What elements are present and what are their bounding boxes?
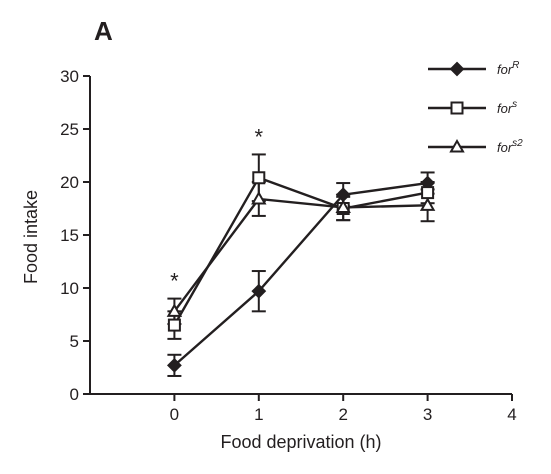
- x-axis-label: Food deprivation (h): [220, 432, 381, 452]
- series-line-triangle: [173, 197, 428, 313]
- x-tick-label: 2: [338, 405, 347, 424]
- legend-label-text: for: [497, 62, 513, 77]
- legend-label-text: for: [497, 140, 513, 155]
- y-tick-label: 30: [60, 67, 79, 86]
- data-point-triangle: [251, 190, 267, 205]
- data-point-triangle: [419, 197, 436, 211]
- series-line-diamond: [173, 181, 428, 367]
- x-tick-label: 0: [170, 405, 179, 424]
- legend-label: fors: [497, 99, 517, 116]
- series-lines: [173, 176, 428, 367]
- y-tick-label: 10: [60, 279, 79, 298]
- legend-label-superscript: s: [512, 99, 517, 110]
- x-tick-label: 3: [423, 405, 432, 424]
- data-point-triangle: [335, 199, 351, 213]
- data-point-square: [252, 171, 266, 185]
- y-tick-label: 25: [60, 120, 79, 139]
- significance-marker: *: [170, 269, 179, 294]
- data-point-square: [421, 186, 435, 200]
- y-tick-label: 15: [60, 226, 79, 245]
- legend-label-superscript: s2: [512, 138, 523, 149]
- legend-label: forR: [497, 60, 519, 77]
- data-point-diamond: [251, 283, 267, 299]
- annotations: **: [170, 124, 263, 293]
- legend-label: fors2: [497, 138, 523, 155]
- legend-label-superscript: R: [512, 60, 519, 71]
- series-line-square: [173, 176, 428, 326]
- axes: 0 5 10 15 20 25 30 0 1 2 3 4: [60, 67, 517, 424]
- y-tick-label: 5: [70, 332, 79, 351]
- y-tick-label: 20: [60, 173, 79, 192]
- data-markers: [166, 171, 436, 373]
- panel-label: A: [94, 16, 113, 46]
- y-tick-label: 0: [70, 385, 79, 404]
- y-axis-label: Food intake: [21, 190, 41, 284]
- data-point-diamond: [166, 357, 182, 373]
- x-tick-label: 1: [254, 405, 263, 424]
- legend-marker-triangle: [449, 138, 465, 153]
- legend-label-text: for: [497, 101, 513, 116]
- x-tick-label: 4: [507, 405, 516, 424]
- data-point-square: [167, 318, 181, 332]
- legend-marker-diamond: [449, 61, 465, 77]
- legend-marker-square: [450, 101, 464, 115]
- significance-marker: *: [255, 124, 264, 149]
- data-point-triangle: [166, 303, 183, 317]
